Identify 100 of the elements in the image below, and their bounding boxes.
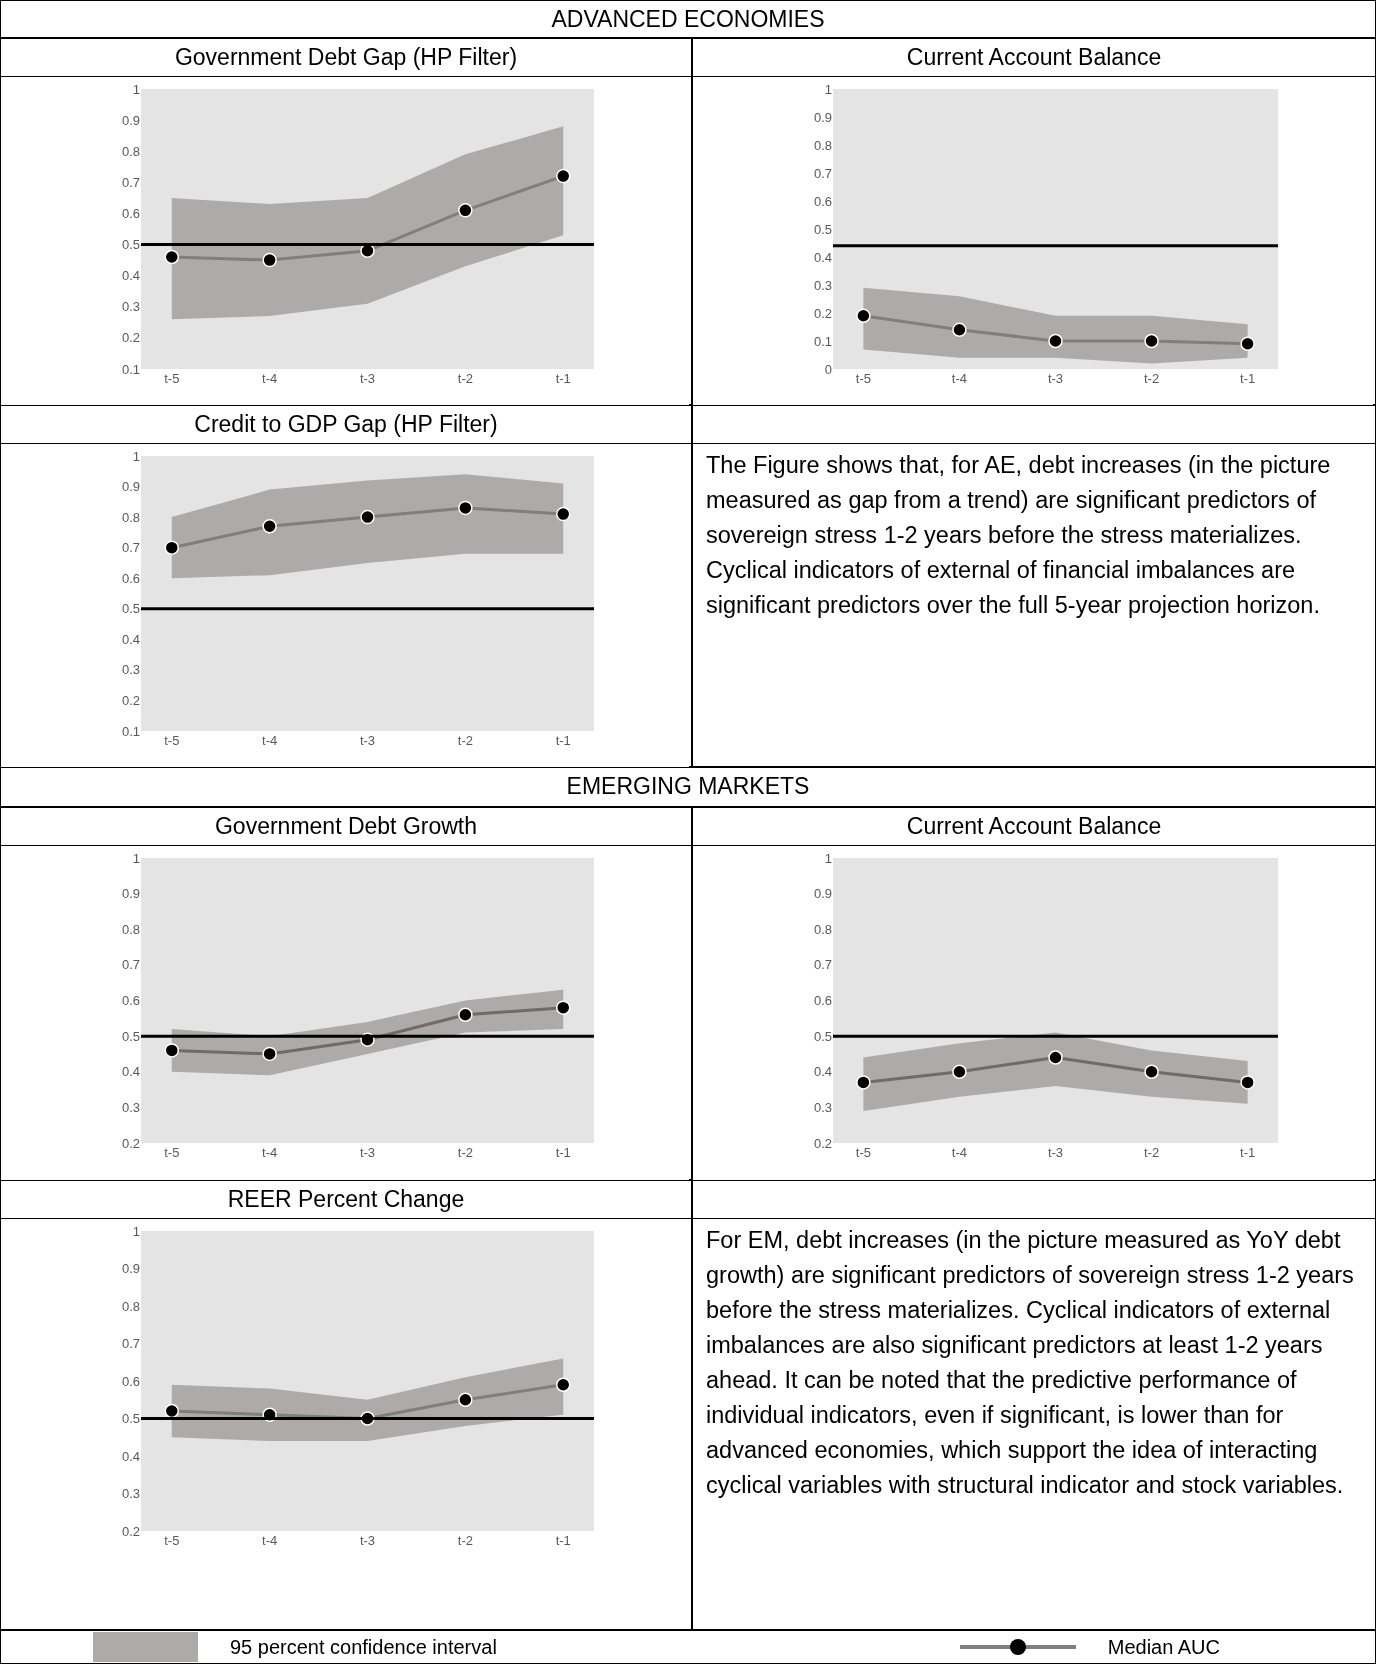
y-tick-label: 0.2 — [121, 1135, 140, 1151]
y-tick-label: 0.9 — [813, 109, 832, 125]
y-tick-label: 0.2 — [121, 330, 140, 346]
y-tick-label: 0.6 — [121, 570, 140, 586]
x-tick-label: t-4 — [262, 733, 278, 748]
y-tick-label: 0.3 — [813, 1099, 832, 1115]
x-tick-label: t-2 — [1143, 1145, 1160, 1160]
y-tick-label: 0.6 — [121, 993, 140, 1009]
text: For EM, debt increases (in the picture measured as YoY debt growth) are significant predictors of sovereign stress 1-2 years before the stress materializes. Cyclical indicators of external imbalances are also significant predictors at least 1-2 years ahead. It can be noted that the predictive performance of individual indicators, even if significant, is lower than for advanced economies, which support the idea of interacting cyclical variables with structural indicator and stock variables. — [705, 1226, 1355, 1500]
x-tick-label: t-4 — [262, 1533, 278, 1548]
x-tick-label: t-5 — [164, 371, 180, 386]
y-tick-label: 0.3 — [121, 1099, 140, 1115]
x-tick-label: t-3 — [359, 733, 376, 748]
y-tick-label: 0.4 — [121, 1448, 140, 1464]
x-tick-label: t-1 — [555, 1533, 571, 1548]
x-tick-label: t-5 — [164, 733, 180, 748]
y-tick-label: 0.8 — [813, 921, 832, 937]
y-tick-label: 1 — [132, 448, 140, 464]
y-tick-label: 0.5 — [813, 221, 832, 237]
x-tick-label: t-1 — [555, 733, 571, 748]
y-tick-label: 0 — [824, 361, 832, 377]
y-tick-label: 0.4 — [121, 268, 140, 284]
y-tick-label: 0.8 — [121, 143, 140, 159]
y-tick-label: 0.3 — [813, 277, 832, 293]
text: ADVANCED ECONOMIES — [1, 1, 1375, 37]
y-tick-label: 1 — [132, 81, 140, 97]
y-tick-label: 0.2 — [121, 692, 140, 708]
y-tick-label: 0.6 — [813, 193, 832, 209]
y-tick-label: 0.9 — [121, 479, 140, 495]
y-tick-label: 0.6 — [813, 993, 832, 1009]
x-tick-label: t-5 — [164, 1533, 180, 1548]
x-tick-label: t-2 — [457, 371, 473, 386]
x-tick-label: t-5 — [164, 1145, 180, 1160]
y-tick-label: 0.7 — [813, 957, 832, 973]
x-tick-label: t-3 — [359, 371, 376, 386]
x-tick-label: t-2 — [457, 1145, 473, 1160]
y-tick-label: 0.6 — [121, 1373, 140, 1389]
x-tick-label: t-1 — [555, 1145, 571, 1160]
y-tick-label: 0.5 — [813, 1028, 832, 1044]
y-tick-label: 0.8 — [121, 1298, 140, 1314]
chart-title: Credit to GDP Gap (HP Filter) — [1, 406, 691, 444]
y-tick-label: 0.7 — [813, 165, 832, 181]
y-tick-label: 0.3 — [121, 299, 140, 315]
y-tick-label: 0.3 — [121, 1486, 140, 1502]
y-tick-label: 0.9 — [121, 1261, 140, 1277]
text: 95 percent confidence interval — [230, 1635, 497, 1659]
x-tick-label: t-1 — [555, 371, 571, 386]
y-tick-label: 0.7 — [121, 540, 140, 556]
y-tick-label: 0.2 — [121, 1523, 140, 1539]
y-tick-label: 0.4 — [813, 249, 832, 265]
y-tick-label: 1 — [132, 850, 140, 866]
y-tick-label: 0.2 — [813, 1135, 832, 1151]
y-tick-label: 0.3 — [121, 662, 140, 678]
y-tick-label: 0.4 — [121, 631, 140, 647]
y-tick-label: 0.9 — [121, 886, 140, 902]
y-tick-label: 0.4 — [121, 1064, 140, 1080]
text: Median AUC — [1107, 1635, 1220, 1659]
chart-title: Current Account Balance — [693, 808, 1375, 846]
y-tick-label: 0.5 — [121, 1411, 140, 1427]
chart-title: Current Account Balance — [693, 39, 1375, 77]
y-tick-label: 0.6 — [121, 205, 140, 221]
y-tick-label: 0.8 — [813, 137, 832, 153]
chart-title: REER Percent Change — [1, 1181, 691, 1219]
chart-title: Government Debt Growth — [1, 808, 691, 846]
y-tick-label: 1 — [824, 850, 832, 866]
y-tick-label: 0.7 — [121, 1336, 140, 1352]
x-tick-label: t-3 — [1047, 371, 1064, 386]
y-tick-label: 0.5 — [121, 237, 140, 253]
x-tick-label: t-2 — [1143, 371, 1160, 386]
x-tick-label: t-3 — [359, 1533, 376, 1548]
x-tick-label: t-4 — [951, 371, 968, 386]
y-tick-label: 1 — [132, 1223, 140, 1239]
x-tick-label: t-5 — [855, 371, 871, 386]
x-tick-label: t-3 — [359, 1145, 376, 1160]
x-tick-label: t-2 — [457, 1533, 473, 1548]
chart-title: Government Debt Gap (HP Filter) — [1, 39, 691, 77]
text: The Figure shows that, for AE, debt increases (in the picture measured as gap from a trend) are significant predictors of sovereign stress 1-2 years before the stress materializes. Cyclical indicators of external of financial imbalances are significant predictors over the full 5-year projection horizon. — [705, 451, 1332, 620]
x-tick-label: t-1 — [1240, 1145, 1256, 1160]
y-tick-label: 1 — [824, 81, 832, 97]
y-tick-label: 0.7 — [121, 957, 140, 973]
y-tick-label: 0.1 — [121, 361, 140, 377]
x-tick-label: t-2 — [457, 733, 473, 748]
text: EMERGING MARKETS — [1, 768, 1375, 804]
y-tick-label: 0.9 — [121, 112, 140, 128]
y-tick-label: 0.4 — [813, 1064, 832, 1080]
y-tick-label: 0.5 — [121, 601, 140, 617]
y-tick-label: 0.1 — [813, 333, 832, 349]
x-tick-label: t-5 — [855, 1145, 871, 1160]
y-tick-label: 0.8 — [121, 921, 140, 937]
x-tick-label: t-4 — [262, 1145, 278, 1160]
y-tick-label: 0.5 — [121, 1028, 140, 1044]
y-tick-label: 0.7 — [121, 174, 140, 190]
x-tick-label: t-3 — [1047, 1145, 1064, 1160]
x-tick-label: t-4 — [262, 371, 278, 386]
y-tick-label: 0.1 — [121, 723, 140, 739]
y-tick-label: 0.8 — [121, 509, 140, 525]
y-tick-label: 0.9 — [813, 886, 832, 902]
y-tick-label: 0.2 — [813, 305, 832, 321]
x-tick-label: t-1 — [1240, 371, 1256, 386]
x-tick-label: t-4 — [951, 1145, 968, 1160]
